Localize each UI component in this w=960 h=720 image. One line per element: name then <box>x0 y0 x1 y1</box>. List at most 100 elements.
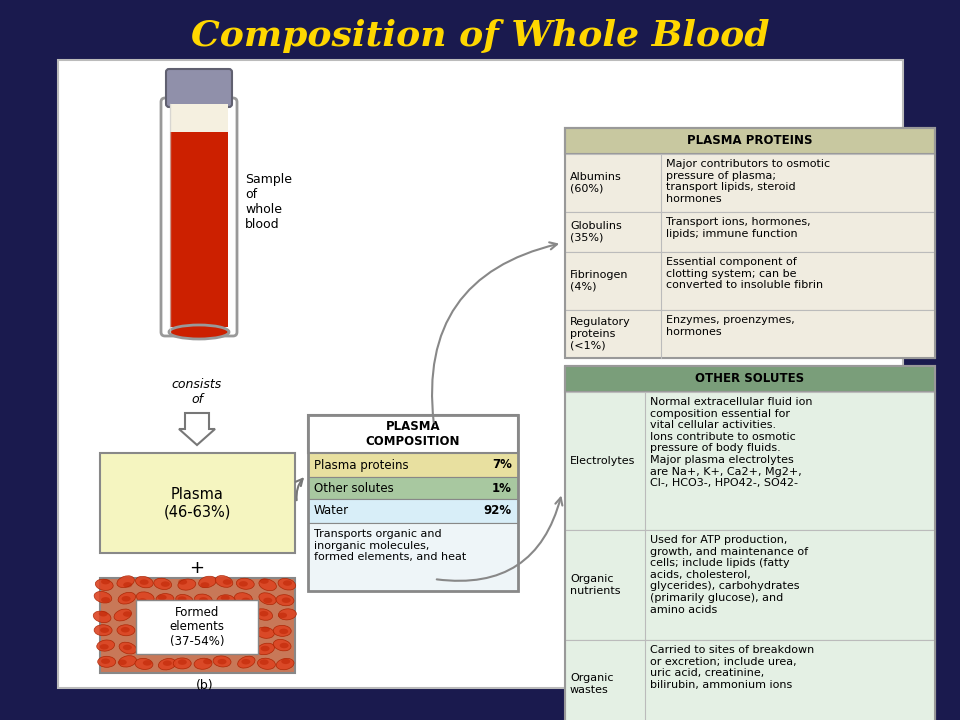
Ellipse shape <box>240 643 250 649</box>
Ellipse shape <box>180 614 188 619</box>
Ellipse shape <box>101 579 110 585</box>
Ellipse shape <box>238 642 255 652</box>
Ellipse shape <box>199 597 208 603</box>
FancyBboxPatch shape <box>58 60 903 688</box>
Ellipse shape <box>256 627 275 639</box>
FancyBboxPatch shape <box>170 104 228 132</box>
Ellipse shape <box>179 641 197 652</box>
FancyBboxPatch shape <box>166 69 232 107</box>
Ellipse shape <box>237 609 254 621</box>
FancyBboxPatch shape <box>565 640 935 720</box>
Ellipse shape <box>135 576 154 588</box>
FancyBboxPatch shape <box>308 453 518 477</box>
Ellipse shape <box>278 613 287 618</box>
Ellipse shape <box>274 626 291 636</box>
Text: Organic
nutrients: Organic nutrients <box>570 575 620 596</box>
Text: 7%: 7% <box>492 459 512 472</box>
FancyBboxPatch shape <box>565 128 935 154</box>
Ellipse shape <box>278 609 297 620</box>
Ellipse shape <box>137 626 156 638</box>
Ellipse shape <box>239 581 248 587</box>
Ellipse shape <box>117 576 134 588</box>
Ellipse shape <box>218 659 227 665</box>
FancyBboxPatch shape <box>100 453 295 553</box>
Ellipse shape <box>223 644 232 650</box>
Text: Plasma
(46-63%): Plasma (46-63%) <box>164 487 231 519</box>
Text: Major contributors to osmotic
pressure of plasma;
transport lipids, steroid
horm: Major contributors to osmotic pressure o… <box>666 159 830 204</box>
Ellipse shape <box>175 626 193 636</box>
Ellipse shape <box>243 629 252 634</box>
Text: Globulins
(35%): Globulins (35%) <box>570 221 622 243</box>
FancyBboxPatch shape <box>565 252 935 310</box>
Ellipse shape <box>100 644 108 649</box>
Ellipse shape <box>123 644 132 650</box>
Ellipse shape <box>221 595 229 600</box>
Ellipse shape <box>117 625 135 636</box>
Ellipse shape <box>101 597 110 603</box>
Ellipse shape <box>176 595 193 606</box>
Ellipse shape <box>263 598 273 603</box>
Ellipse shape <box>198 629 206 634</box>
Ellipse shape <box>122 596 131 601</box>
Ellipse shape <box>136 592 155 603</box>
Ellipse shape <box>138 644 147 649</box>
Text: PLASMA
COMPOSITION: PLASMA COMPOSITION <box>366 420 460 448</box>
Ellipse shape <box>123 582 132 588</box>
Ellipse shape <box>241 659 251 665</box>
Text: Formed
elements
(37-54%): Formed elements (37-54%) <box>170 606 225 649</box>
Ellipse shape <box>234 627 252 639</box>
Ellipse shape <box>155 625 173 636</box>
Text: Essential component of
clotting system; can be
converted to insoluble fibrin: Essential component of clotting system; … <box>666 257 823 290</box>
Ellipse shape <box>180 644 188 649</box>
FancyBboxPatch shape <box>565 154 935 212</box>
Ellipse shape <box>179 579 187 585</box>
Text: +: + <box>189 559 204 577</box>
Ellipse shape <box>169 325 229 339</box>
Ellipse shape <box>259 611 269 616</box>
Ellipse shape <box>215 626 233 638</box>
Ellipse shape <box>99 611 108 616</box>
Ellipse shape <box>118 593 135 604</box>
FancyBboxPatch shape <box>308 523 518 591</box>
Ellipse shape <box>197 639 215 651</box>
Ellipse shape <box>119 656 136 667</box>
Text: Plasma proteins: Plasma proteins <box>314 459 409 472</box>
Text: Enzymes, proenzymes,
hormones: Enzymes, proenzymes, hormones <box>666 315 795 337</box>
Text: Transports organic and
inorganic molecules,
formed elements, and heat: Transports organic and inorganic molecul… <box>314 529 467 562</box>
Text: Used for ATP production,
growth, and maintenance of
cells; include lipids (fatty: Used for ATP production, growth, and mai… <box>650 535 808 615</box>
Ellipse shape <box>173 658 191 669</box>
FancyBboxPatch shape <box>565 530 935 640</box>
Text: OTHER SOLUTES: OTHER SOLUTES <box>695 372 804 385</box>
Ellipse shape <box>160 614 170 619</box>
Ellipse shape <box>222 611 230 617</box>
Ellipse shape <box>241 598 251 603</box>
Ellipse shape <box>213 656 231 667</box>
Ellipse shape <box>279 643 289 648</box>
Text: Carried to sites of breakdown
or excretion; include urea,
uric acid, creatinine,: Carried to sites of breakdown or excreti… <box>650 645 814 690</box>
Text: PLASMA PROTEINS: PLASMA PROTEINS <box>687 135 813 148</box>
Ellipse shape <box>94 625 112 636</box>
Ellipse shape <box>180 630 189 636</box>
Ellipse shape <box>178 579 196 590</box>
Ellipse shape <box>138 598 147 603</box>
Ellipse shape <box>178 660 187 665</box>
Ellipse shape <box>94 591 111 603</box>
Ellipse shape <box>260 578 269 584</box>
Ellipse shape <box>97 640 114 651</box>
Ellipse shape <box>161 581 170 587</box>
Ellipse shape <box>223 580 231 585</box>
Text: consists
of: consists of <box>172 378 222 406</box>
Text: Transport ions, hormones,
lipids; immune function: Transport ions, hormones, lipids; immune… <box>666 217 810 238</box>
FancyBboxPatch shape <box>565 212 935 252</box>
Ellipse shape <box>139 580 149 585</box>
Ellipse shape <box>156 593 174 605</box>
Ellipse shape <box>119 642 136 654</box>
Ellipse shape <box>121 627 130 632</box>
Ellipse shape <box>158 626 168 632</box>
Ellipse shape <box>98 657 116 667</box>
Ellipse shape <box>101 658 110 664</box>
Ellipse shape <box>240 611 249 617</box>
Text: 92%: 92% <box>484 505 512 518</box>
FancyBboxPatch shape <box>136 600 258 654</box>
Text: Fibrinogen
(4%): Fibrinogen (4%) <box>570 270 629 292</box>
